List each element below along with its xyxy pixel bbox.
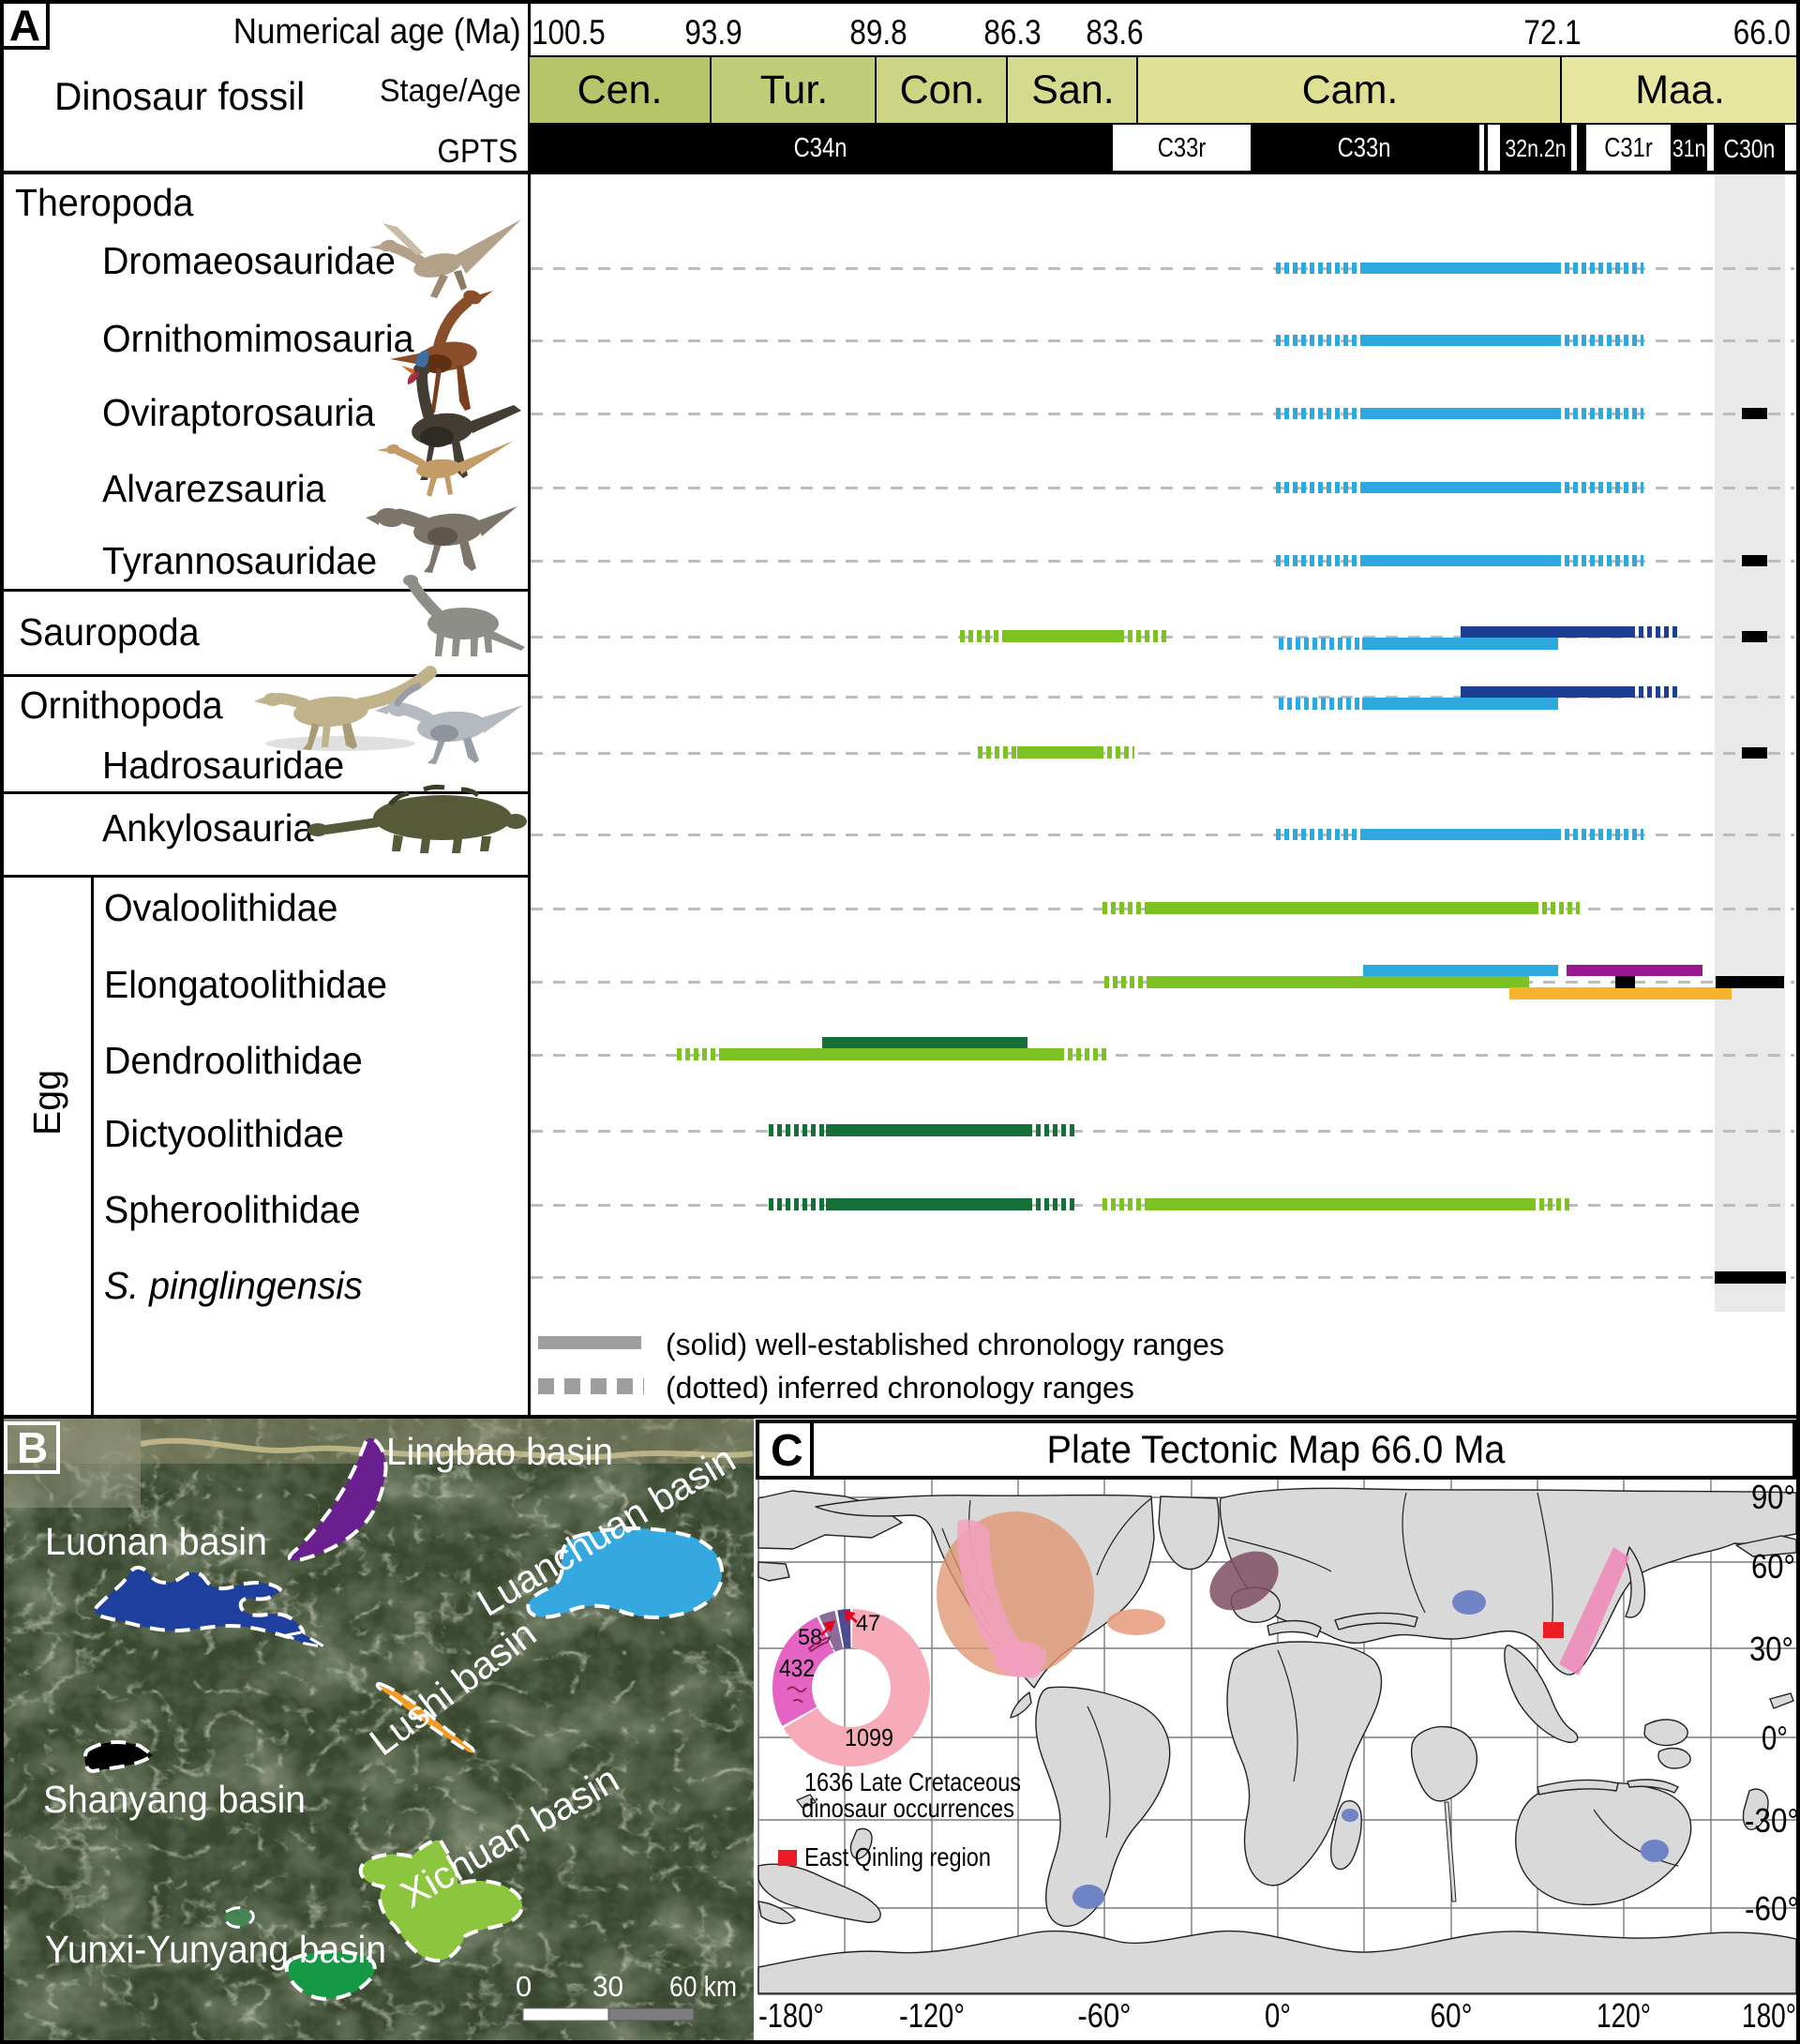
svg-text:B: B [17,1423,48,1472]
svg-text:-60°: -60° [1078,1996,1132,2035]
svg-text:Lingbao basin: Lingbao basin [386,1430,613,1473]
svg-text:60°: 60° [1431,1996,1473,2035]
svg-text:-180°: -180° [758,1996,824,2035]
svg-text:1636 Late Cretaceous: 1636 Late Cretaceous [804,1767,1021,1796]
svg-text:180°: 180° [1742,1996,1796,2035]
svg-text:-30°: -30° [1745,1801,1799,1840]
svg-text:30°: 30° [1749,1630,1793,1668]
svg-text:Shanyang basin: Shanyang basin [43,1778,306,1821]
svg-text:90°: 90° [1751,1478,1795,1516]
svg-text:0: 0 [516,1970,532,2003]
svg-text:0°: 0° [1762,1719,1788,1757]
svg-text:60°: 60° [1751,1547,1795,1586]
svg-text:East Qinling region: East Qinling region [804,1842,991,1871]
svg-text:432: 432 [779,1654,815,1682]
svg-text:-60°: -60° [1745,1889,1799,1928]
svg-text:C: C [771,1426,803,1476]
svg-text:dinosaur occurrences: dinosaur occurrences [802,1794,1014,1823]
svg-text:Plate Tectonic Map 66.0 Ma: Plate Tectonic Map 66.0 Ma [1047,1427,1507,1471]
svg-text:30: 30 [592,1970,623,2003]
svg-text:47: 47 [856,1611,880,1636]
svg-text:0°: 0° [1265,1996,1291,2035]
svg-text:60 km: 60 km [669,1970,737,2003]
svg-text:Luonan basin: Luonan basin [45,1520,267,1563]
svg-text:Yunxi-Yunyang basin: Yunxi-Yunyang basin [45,1928,386,1971]
svg-text:-120°: -120° [899,1996,965,2035]
svg-text:1099: 1099 [845,1723,893,1751]
svg-text:120°: 120° [1597,1996,1651,2035]
